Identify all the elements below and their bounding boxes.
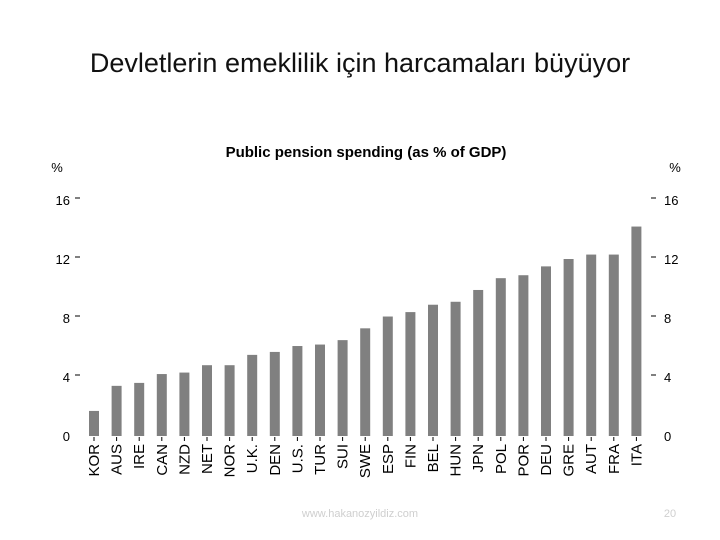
page-number: 20: [663, 508, 677, 520]
x-tick-label: HUN: [448, 444, 465, 477]
bar-por: [518, 275, 529, 436]
x-tick-label: JPN: [470, 444, 487, 472]
x-tick-label: FIN: [402, 444, 419, 468]
x-tick-label: BEL: [425, 444, 442, 472]
bar-aut: [586, 254, 597, 436]
bars: [89, 226, 642, 436]
bar-deu: [541, 266, 551, 436]
bar-ire: [134, 382, 145, 436]
x-tick-label: TUR: [312, 444, 329, 475]
y-tick-label-right: 0: [664, 429, 671, 444]
bar-kor: [89, 410, 99, 436]
bar-jpn: [473, 289, 484, 436]
bar-aus: [111, 385, 122, 436]
x-tick-label: ITA: [628, 444, 645, 466]
x-tick-label: SUI: [335, 444, 352, 469]
y-tick-label-left: 0: [63, 429, 70, 444]
y-tick-label-right: 8: [664, 311, 671, 326]
x-tick-label: NOR: [222, 444, 239, 478]
bar-den: [269, 351, 280, 436]
y-tick-label-right: 16: [664, 193, 678, 208]
x-tick-label: ESP: [380, 444, 397, 474]
y-tick-label-left: 4: [63, 370, 70, 385]
x-tick-label: NZD: [176, 444, 193, 475]
left-unit-label: %: [51, 160, 63, 175]
slide-title: Devletlerin emeklilik için harcamaları b…: [89, 48, 631, 78]
y-axis-left: 0 4 8 12 16: [56, 193, 80, 444]
bar-nzd: [179, 372, 190, 436]
bar-bel: [428, 304, 438, 436]
bar-nor: [224, 365, 235, 436]
bar-fin: [405, 312, 416, 436]
bar-hun: [450, 301, 461, 436]
y-tick-label-left: 8: [63, 311, 70, 326]
bar-net: [202, 365, 212, 436]
x-tick-label: AUS: [109, 444, 126, 475]
y-tick-label-right: 4: [664, 370, 671, 385]
x-tick-label: FRA: [606, 444, 623, 474]
x-tick-label: DEU: [538, 444, 555, 476]
x-axis-labels: KOR AUS IRE CAN NZD NET NOR U.K. DEN U.S. TUR SUI SW…: [86, 437, 645, 478]
x-tick-label: GRE: [561, 444, 578, 477]
bar-fra: [608, 254, 619, 436]
bar-swe: [360, 328, 371, 436]
x-tick-label: NET: [199, 444, 216, 474]
bar-gre: [563, 259, 574, 436]
bar-sui: [337, 340, 348, 436]
bar-ita: [631, 226, 642, 436]
y-tick-label-left: 12: [56, 252, 70, 267]
x-tick-label: POR: [515, 444, 532, 477]
y-tick-label-left: 16: [56, 193, 70, 208]
x-tick-label: POL: [493, 444, 510, 474]
y-axis-right: 0 4 8 12 16: [651, 193, 678, 444]
bar-tur: [315, 344, 325, 436]
y-tick-label-right: 12: [664, 252, 678, 267]
bar-can: [156, 374, 167, 436]
x-tick-label: IRE: [131, 444, 148, 469]
bar-us: [292, 346, 303, 436]
x-tick-label: AUT: [583, 444, 600, 474]
x-tick-label: SWE: [357, 444, 374, 478]
bar-uk: [247, 354, 258, 436]
x-tick-label: KOR: [86, 444, 103, 477]
bar-esp: [382, 316, 393, 436]
x-tick-label: U.S.: [289, 444, 306, 473]
right-unit-label: %: [669, 160, 681, 175]
bar-pol: [495, 278, 506, 436]
x-tick-label: U.K.: [244, 444, 261, 473]
footer-url: www.hakanozyildiz.com: [301, 508, 419, 520]
x-tick-label: CAN: [154, 444, 171, 476]
x-tick-label: DEN: [267, 444, 284, 476]
chart-title: Public pension spending (as % of GDP): [226, 144, 507, 161]
